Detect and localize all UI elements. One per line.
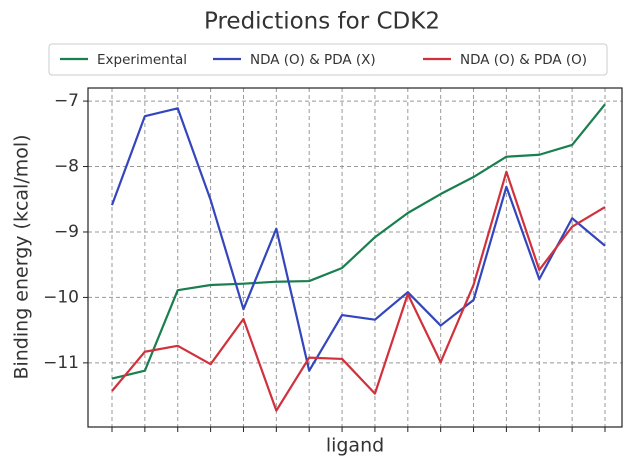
y-axis-label: Binding energy (kcal/mol) — [11, 134, 33, 379]
y-tick-label: −7 — [54, 91, 79, 111]
legend-label: Experimental — [97, 52, 187, 68]
legend-box — [48, 43, 608, 76]
series-line — [110, 107, 606, 372]
y-tick-label: −10 — [43, 287, 79, 307]
series-line — [111, 103, 606, 380]
y-tick-label: −9 — [54, 222, 79, 242]
legend-label: NDA (O) & PDA (X) — [250, 52, 376, 68]
chart-title: Predictions for CDK2 — [204, 9, 440, 35]
legend-label: NDA (O) & PDA (O) — [460, 52, 587, 68]
y-tick-label: −11 — [43, 353, 79, 373]
plot-frame — [87, 87, 623, 428]
series-line — [111, 170, 606, 412]
x-axis-label: ligand — [326, 435, 384, 457]
y-tick-label: −8 — [54, 157, 79, 177]
